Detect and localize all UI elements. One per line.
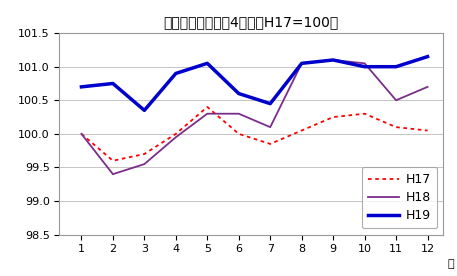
H17 xyxy=(362,112,367,115)
H18 xyxy=(205,112,210,115)
H18 xyxy=(393,99,399,102)
H19 xyxy=(330,58,336,62)
H17 xyxy=(173,132,179,136)
Line: H19: H19 xyxy=(81,57,428,110)
Legend: H17, H18, H19: H17, H18, H19 xyxy=(362,167,437,228)
H19 xyxy=(393,65,399,68)
H17 xyxy=(393,126,399,129)
H17 xyxy=(299,129,304,132)
H17 xyxy=(267,142,273,145)
H19 xyxy=(142,109,147,112)
H17 xyxy=(142,152,147,156)
H18 xyxy=(79,132,84,136)
H18 xyxy=(299,62,304,65)
H17 xyxy=(110,159,116,162)
H19 xyxy=(236,92,241,95)
Text: 月: 月 xyxy=(447,259,454,269)
H17 xyxy=(79,132,84,136)
H18 xyxy=(173,136,179,139)
H17 xyxy=(425,129,430,132)
Line: H17: H17 xyxy=(81,107,428,161)
H19 xyxy=(267,102,273,105)
H17 xyxy=(236,132,241,136)
H18 xyxy=(110,172,116,176)
H19 xyxy=(362,65,367,68)
H19 xyxy=(299,62,304,65)
H19 xyxy=(110,82,116,85)
Title: 総合指数の動き　4市　（H17=100）: 総合指数の動き 4市 （H17=100） xyxy=(164,15,339,29)
Line: H18: H18 xyxy=(81,60,428,174)
H18 xyxy=(330,58,336,62)
H19 xyxy=(425,55,430,58)
H17 xyxy=(205,105,210,109)
H19 xyxy=(205,62,210,65)
H18 xyxy=(236,112,241,115)
H19 xyxy=(173,72,179,75)
H17 xyxy=(330,115,336,119)
H19 xyxy=(79,85,84,89)
H18 xyxy=(362,62,367,65)
H18 xyxy=(425,85,430,89)
H18 xyxy=(142,162,147,166)
H18 xyxy=(267,126,273,129)
